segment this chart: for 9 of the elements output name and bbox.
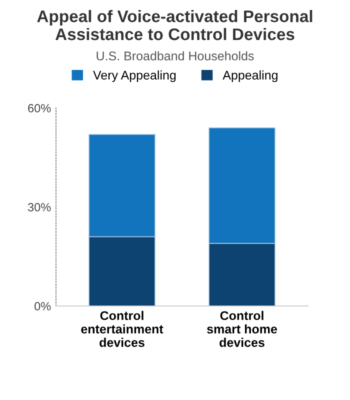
chart-title: Appeal of Voice-activated Personal Assistance to Control Devices (37, 10, 312, 40)
y-tick-label: 30% (28, 203, 51, 212)
y-tick-label: 60% (28, 104, 51, 112)
legend-label: Very Appealing (93, 70, 176, 82)
chart-subtitle: U.S. Broadband Households (96, 51, 254, 60)
x-tick-label: Control entertainment devices (81, 310, 164, 347)
y-tick-label: 0% (34, 302, 51, 310)
legend-label: Appealing (222, 70, 278, 82)
x-tick-label: Control smart home devices (207, 310, 277, 347)
